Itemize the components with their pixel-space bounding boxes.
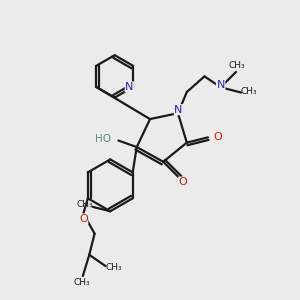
Text: CH₃: CH₃	[76, 200, 93, 209]
Text: N: N	[174, 105, 183, 115]
Text: CH₃: CH₃	[106, 263, 123, 272]
Text: O: O	[178, 177, 188, 187]
Text: HO: HO	[95, 134, 111, 144]
Text: N: N	[217, 80, 225, 90]
Text: O: O	[213, 132, 222, 142]
Text: CH₃: CH₃	[240, 88, 257, 97]
Text: O: O	[79, 214, 88, 224]
Text: N: N	[125, 82, 134, 92]
Text: CH₃: CH₃	[74, 278, 91, 287]
Text: CH₃: CH₃	[228, 61, 245, 70]
